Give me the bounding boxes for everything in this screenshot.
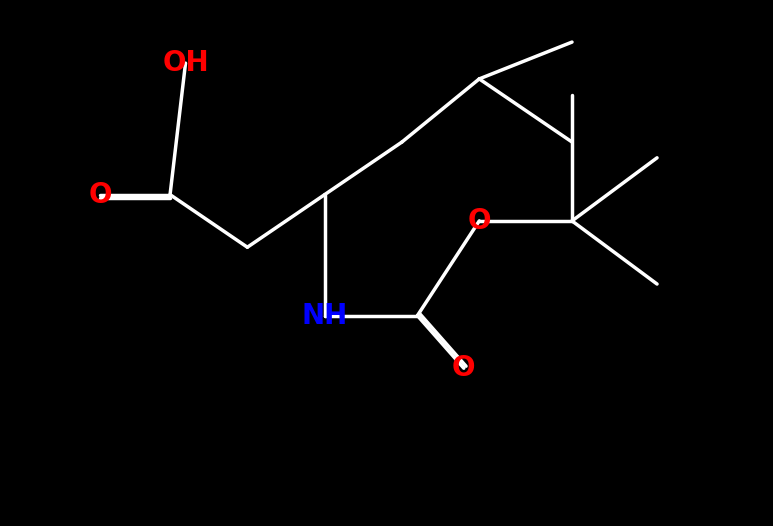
Text: O: O (89, 180, 112, 209)
Text: O: O (452, 354, 475, 382)
Text: NH: NH (301, 301, 348, 330)
Text: OH: OH (162, 49, 209, 77)
Text: O: O (468, 207, 491, 235)
